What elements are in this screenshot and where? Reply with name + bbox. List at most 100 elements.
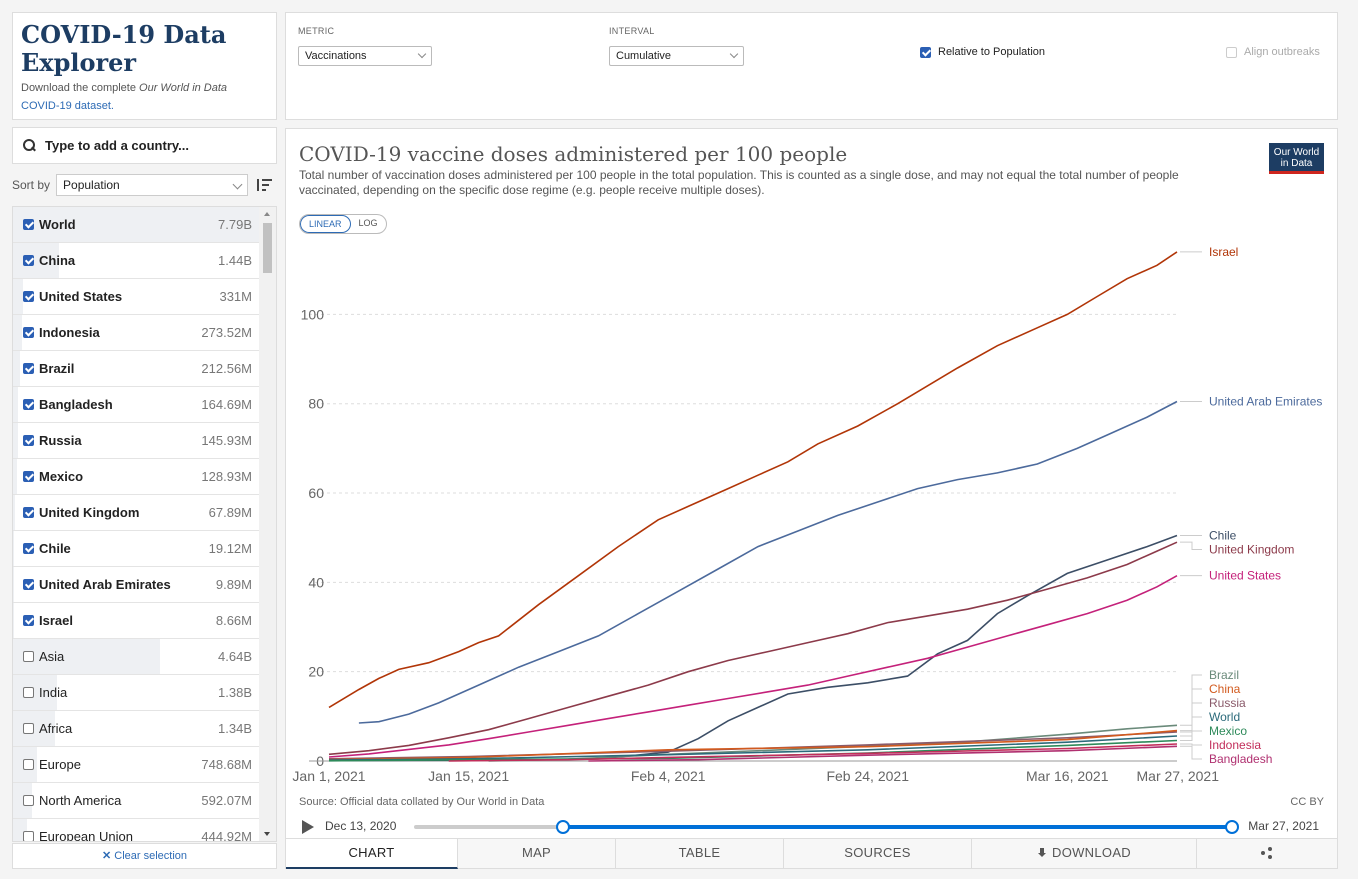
tab-table[interactable]: TABLE <box>616 839 784 869</box>
series-line <box>328 251 1178 709</box>
checkbox-unchecked-icon[interactable] <box>23 687 34 698</box>
country-row[interactable]: China 1.44B <box>13 243 260 279</box>
checkbox-checked-icon[interactable] <box>23 615 34 626</box>
search-icon <box>23 138 37 153</box>
country-row[interactable]: Africa 1.34B <box>13 711 260 747</box>
tab-sources[interactable]: SOURCES <box>784 839 972 869</box>
population-share-bar <box>13 315 22 350</box>
dataset-link[interactable]: COVID-19 dataset. <box>21 100 114 112</box>
country-population: 273.52M <box>201 325 252 340</box>
series-label: United Kingdom <box>1209 542 1294 556</box>
owid-logo[interactable]: Our World in Data <box>1269 143 1324 174</box>
country-row[interactable]: North America 592.07M <box>13 783 260 819</box>
checkbox-checked-icon[interactable] <box>23 507 34 518</box>
timeline-start-handle[interactable] <box>555 820 570 834</box>
scroll-down-icon[interactable] <box>264 832 270 836</box>
timeline-track[interactable] <box>414 820 1239 834</box>
download-icon <box>1037 848 1047 858</box>
country-row[interactable]: India 1.38B <box>13 675 260 711</box>
chart-title: COVID-19 vaccine doses administered per … <box>299 142 848 166</box>
country-name: United Kingdom <box>39 505 140 520</box>
clear-selection-button[interactable]: ✕ Clear selection <box>12 843 277 869</box>
country-row[interactable]: Brazil 212.56M <box>13 351 260 387</box>
timeline-end-handle[interactable] <box>1225 820 1239 834</box>
align-outbreaks-checkbox[interactable]: Align outbreaks <box>1226 46 1320 58</box>
checkbox-checked-icon[interactable] <box>23 543 34 554</box>
log-scale-button[interactable]: LOG <box>358 218 378 228</box>
country-population: 592.07M <box>201 793 252 808</box>
country-search[interactable] <box>12 127 277 164</box>
timeline-selected-range <box>562 825 1232 829</box>
checkbox-checked-icon[interactable] <box>23 327 34 338</box>
explorer-header: COVID-19 Data Explorer Download the comp… <box>12 12 277 120</box>
metric-select[interactable]: Vaccinations <box>298 46 432 66</box>
chevron-down-icon <box>729 49 739 59</box>
country-row[interactable]: Bangladesh 164.69M <box>13 387 260 423</box>
series-label: Chile <box>1209 528 1237 542</box>
country-row[interactable]: Indonesia 273.52M <box>13 315 260 351</box>
scroll-up-icon[interactable] <box>264 212 270 216</box>
y-tick-label: 20 <box>308 664 324 680</box>
checkbox-checked-icon[interactable] <box>23 291 34 302</box>
country-row[interactable]: European Union 444.92M <box>13 819 260 841</box>
country-row[interactable]: United States 331M <box>13 279 260 315</box>
checkbox-checked-icon[interactable] <box>23 363 34 374</box>
country-search-input[interactable] <box>45 138 265 153</box>
sort-select-value: Population <box>63 178 120 192</box>
checkbox-checked-icon[interactable] <box>23 219 34 230</box>
tab-share[interactable] <box>1197 839 1337 869</box>
tab-chart[interactable]: CHART <box>286 839 458 869</box>
scrollbar-thumb[interactable] <box>263 223 272 273</box>
timeline-end-date: Mar 27, 2021 <box>1248 819 1319 833</box>
country-row[interactable]: United Kingdom 67.89M <box>13 495 260 531</box>
y-tick-label: 40 <box>308 574 324 590</box>
checkbox-unchecked-icon[interactable] <box>1226 46 1237 58</box>
source-note[interactable]: Source: Official data collated by Our Wo… <box>299 796 545 808</box>
tab-map[interactable]: MAP <box>458 839 616 869</box>
population-share-bar <box>13 207 260 242</box>
country-row[interactable]: Israel 8.66M <box>13 603 260 639</box>
series-line <box>448 743 1178 762</box>
checkbox-checked-icon[interactable] <box>920 46 931 58</box>
checkbox-checked-icon[interactable] <box>23 435 34 446</box>
checkbox-unchecked-icon[interactable] <box>23 723 34 734</box>
checkbox-checked-icon[interactable] <box>23 579 34 590</box>
country-row[interactable]: World 7.79B <box>13 207 260 243</box>
country-row[interactable]: Mexico 128.93M <box>13 459 260 495</box>
country-row[interactable]: Asia 4.64B <box>13 639 260 675</box>
sort-select[interactable]: Population <box>56 174 249 196</box>
country-name: Africa <box>39 721 73 736</box>
play-icon[interactable] <box>302 820 314 834</box>
legend-leader-line <box>1180 716 1202 737</box>
country-row[interactable]: Russia 145.93M <box>13 423 260 459</box>
series-label: United States <box>1209 569 1281 583</box>
sort-descending-icon[interactable] <box>256 177 273 193</box>
relative-to-population-checkbox[interactable]: Relative to Population <box>920 46 1045 58</box>
tab-download[interactable]: DOWNLOAD <box>972 839 1197 869</box>
country-population: 331M <box>219 289 252 304</box>
linear-scale-button[interactable]: LINEAR <box>300 215 351 233</box>
country-population: 1.34B <box>218 721 252 736</box>
country-row[interactable]: United Arab Emirates 9.89M <box>13 567 260 603</box>
interval-select[interactable]: Cumulative <box>609 46 744 66</box>
country-population: 212.56M <box>201 361 252 376</box>
series-label: Russia <box>1209 696 1246 710</box>
country-row[interactable]: Chile 19.12M <box>13 531 260 567</box>
checkbox-unchecked-icon[interactable] <box>23 651 34 662</box>
series-line <box>328 729 1178 761</box>
checkbox-checked-icon[interactable] <box>23 255 34 266</box>
checkbox-checked-icon[interactable] <box>23 471 34 482</box>
checkbox-unchecked-icon[interactable] <box>23 795 34 806</box>
checkbox-unchecked-icon[interactable] <box>23 831 34 841</box>
country-row[interactable]: Europe 748.68M <box>13 747 260 783</box>
population-share-bar <box>13 783 32 818</box>
country-population: 9.89M <box>215 577 252 592</box>
license-link[interactable]: CC BY <box>1290 796 1324 808</box>
checkbox-checked-icon[interactable] <box>23 399 34 410</box>
country-population: 7.79B <box>218 217 252 232</box>
country-list-scrollbar[interactable] <box>259 207 276 841</box>
country-population: 748.68M <box>201 757 252 772</box>
country-population: 164.69M <box>201 397 252 412</box>
checkbox-unchecked-icon[interactable] <box>23 759 34 770</box>
